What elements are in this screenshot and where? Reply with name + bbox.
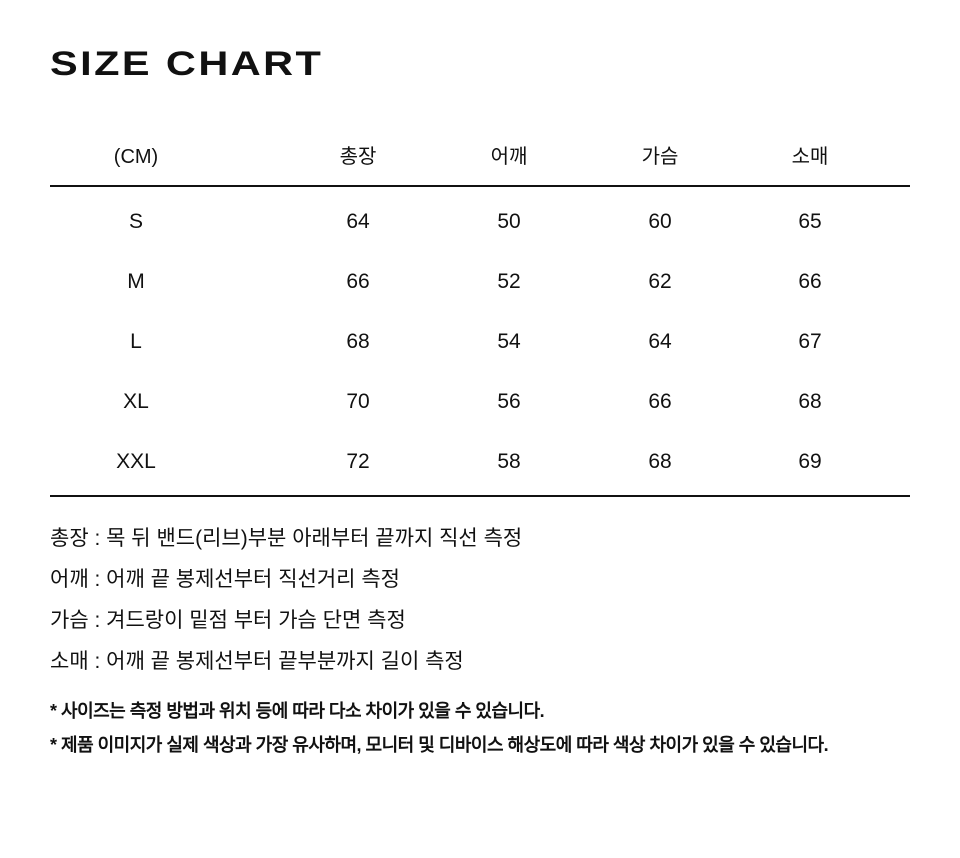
value-cell: 68 [648, 450, 672, 473]
footnote-color: * 제품 이미지가 실제 색상과 가장 유사하며, 모니터 및 디바이스 해상도… [50, 735, 829, 755]
table-row: XL 70 56 66 68 [50, 367, 910, 427]
value-cell: 72 [346, 450, 370, 473]
value-cell: 66 [798, 270, 822, 293]
value-cell: 54 [497, 330, 521, 353]
table-header: (CM) 총장 어깨 가슴 소매 [50, 135, 910, 187]
header-chest: 가슴 [641, 146, 679, 168]
size-cell: L [130, 330, 142, 353]
table-body: S 64 50 60 65 M 66 52 62 66 L 68 54 64 6… [50, 187, 910, 497]
size-table: (CM) 총장 어깨 가슴 소매 S 64 50 60 65 M 66 52 6… [50, 135, 910, 497]
footnote-measurement: * 사이즈는 측정 방법과 위치 등에 따라 다소 차이가 있을 수 있습니다. [50, 701, 545, 721]
page-title: SIZE CHART [50, 45, 324, 83]
table-row: XXL 72 58 68 69 [50, 427, 910, 487]
note-chest: 가슴 : 겨드랑이 밑점 부터 가슴 단면 측정 [50, 609, 406, 632]
size-cell: XXL [116, 450, 156, 473]
value-cell: 68 [798, 390, 822, 413]
value-cell: 67 [798, 330, 822, 353]
header-shoulder: 어깨 [490, 146, 528, 168]
size-cell: M [127, 270, 145, 293]
value-cell: 66 [346, 270, 370, 293]
header-length: 총장 [339, 146, 377, 168]
note-shoulder: 어깨 : 어깨 끝 봉제선부터 직선거리 측정 [50, 568, 400, 591]
header-unit: (CM) [113, 146, 159, 168]
header-sleeve: 소매 [791, 146, 829, 168]
value-cell: 56 [497, 390, 521, 413]
value-cell: 62 [648, 270, 672, 293]
value-cell: 68 [346, 330, 370, 353]
value-cell: 64 [346, 210, 370, 233]
value-cell: 50 [497, 210, 521, 233]
footnotes: * 사이즈는 측정 방법과 위치 등에 따라 다소 차이가 있을 수 있습니다.… [50, 694, 829, 762]
value-cell: 64 [648, 330, 672, 353]
table-row: M 66 52 62 66 [50, 247, 910, 307]
size-cell: S [128, 210, 143, 233]
note-sleeve: 소매 : 어깨 끝 봉제선부터 끝부분까지 길이 측정 [50, 650, 464, 673]
note-length: 총장 : 목 뒤 밴드(리브)부분 아래부터 끝까지 직선 측정 [50, 527, 523, 550]
value-cell: 58 [497, 450, 521, 473]
measurement-notes: 총장 : 목 뒤 밴드(리브)부분 아래부터 끝까지 직선 측정 어깨 : 어깨… [50, 518, 522, 682]
value-cell: 70 [346, 390, 370, 413]
value-cell: 69 [798, 450, 822, 473]
value-cell: 60 [648, 210, 672, 233]
table-row: S 64 50 60 65 [50, 187, 910, 247]
value-cell: 65 [798, 210, 822, 233]
size-cell: XL [123, 390, 149, 413]
value-cell: 52 [497, 270, 521, 293]
value-cell: 66 [648, 390, 672, 413]
table-row: L 68 54 64 67 [50, 307, 910, 367]
